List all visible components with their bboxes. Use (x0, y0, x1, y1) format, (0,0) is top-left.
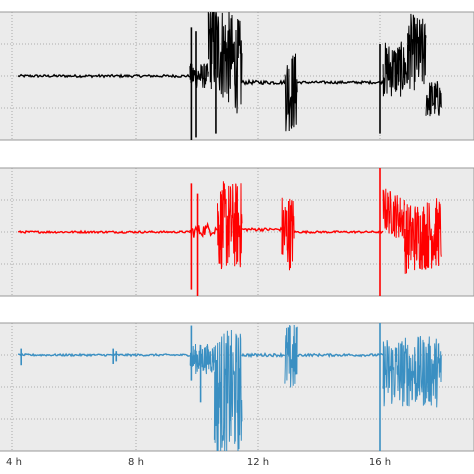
series-line-segment (382, 335, 442, 408)
series-line-segment (241, 226, 283, 233)
series-line-segment (284, 53, 298, 132)
series-line-segment (382, 188, 405, 239)
series-line-segment (189, 63, 209, 89)
series-line-segment (17, 229, 191, 235)
series-line-segment (241, 78, 286, 86)
series-line-segment (207, 11, 243, 114)
x-tick-label: 8 h (128, 457, 144, 468)
series-line-segment (293, 229, 384, 235)
series-line-segment (425, 81, 442, 117)
series-line-segment (281, 197, 295, 271)
series-line-segment (404, 198, 442, 274)
x-tick-labels: 4 h 8 h 12 h 16 h (6, 457, 391, 468)
series-line-segment (296, 352, 384, 358)
panel-top (0, 11, 474, 141)
series-line-segment (297, 79, 384, 86)
panel-bottom (0, 322, 474, 452)
x-tick-label: 4 h (6, 457, 22, 468)
series-line-segment (17, 73, 191, 79)
series-line-segment (213, 329, 243, 452)
series-line-segment (407, 13, 427, 91)
series-line-segment (217, 181, 243, 270)
series-line-segment (189, 343, 215, 375)
series-line-segment (189, 221, 218, 239)
series-line-segment (284, 324, 298, 388)
x-tick-label: 12 h (247, 457, 269, 468)
panel-middle (0, 167, 474, 297)
series-line-segment (382, 41, 409, 97)
series-line-segment (17, 352, 191, 358)
x-tick-label: 16 h (369, 457, 391, 468)
series-line-segment (241, 352, 285, 359)
